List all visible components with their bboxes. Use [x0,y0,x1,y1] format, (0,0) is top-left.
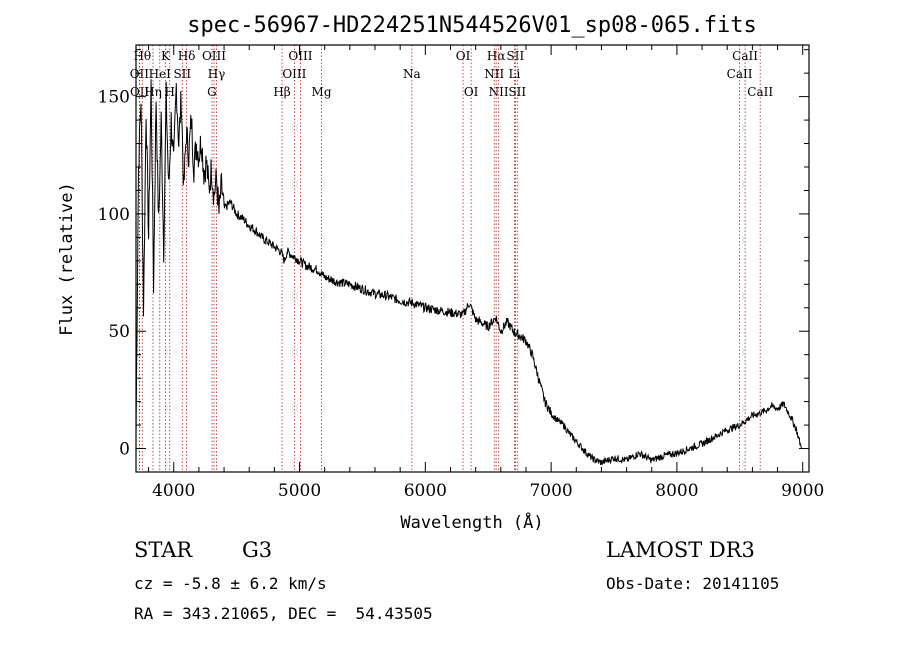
line-marker-label: Hη [144,85,162,99]
line-marker-label: SII [508,85,526,99]
y-tick-label: 150 [98,88,130,108]
flux-series-line [135,79,802,466]
line-marker-label: NII [484,67,504,81]
y-tick-label: 50 [108,322,130,342]
line-marker-label: OI [456,49,471,63]
x-tick-label: 5000 [278,481,321,501]
y-axis-label: Flux (relative) [57,182,77,336]
line-marker-label: OII [130,85,150,99]
obs-date-label: Obs-Date: 20141105 [606,574,780,593]
line-marker-label: SII [507,49,525,63]
x-tick-label: 8000 [655,481,698,501]
line-marker-label: H [164,85,174,99]
y-tick-label: 100 [98,205,130,225]
line-marker-label: CaII [732,49,758,63]
line-marker-label: G [207,85,217,99]
line-marker-label: K [161,49,171,63]
x-tick-label: 4000 [152,481,195,501]
x-axis: 4000 5000 6000 7000 8000 9000 [148,45,824,501]
line-marker-label: HeI [149,67,172,81]
line-marker-label: Hβ [273,85,290,99]
line-marker-label: SII [173,67,191,81]
line-marker-label: OIII [202,49,226,63]
x-axis-label: Wavelength (Å) [400,511,543,533]
line-marker-label: CaII [747,85,773,99]
line-marker-label: Hδ [178,49,196,63]
survey-label: LAMOST DR3 [606,538,755,562]
coords-label: RA = 343.21065, DEC = 54.43505 [134,604,433,623]
x-tick-label: 9000 [781,481,824,501]
x-tick-label: 7000 [529,481,572,501]
chart-title: spec-56967-HD224251N544526V01_sp08-065.f… [187,13,757,38]
x-tick-label: 6000 [404,481,447,501]
line-marker-label: OIII [288,49,312,63]
y-tick-label: 0 [119,440,130,460]
line-marker-label: Hα [487,49,506,63]
class-label: STAR [134,538,193,562]
line-marker-label: Hθ [133,49,151,63]
subclass-label: G3 [242,538,273,562]
line-marker-label: Hγ [208,67,226,81]
line-marker-label: Li [508,67,520,81]
line-marker-label: NII [489,85,509,99]
line-marker-label: Mg [312,85,332,99]
y-axis: 0 50 100 150 [98,49,809,473]
plot-frame [135,44,810,473]
series-group [135,79,802,466]
line-marker-label: OI [464,85,479,99]
cz-label: cz = -5.8 ± 6.2 km/s [134,574,327,593]
line-marker-label: CaII [727,67,753,81]
line-marker-label: OIII [282,67,306,81]
line-marker-label: Na [403,67,421,81]
